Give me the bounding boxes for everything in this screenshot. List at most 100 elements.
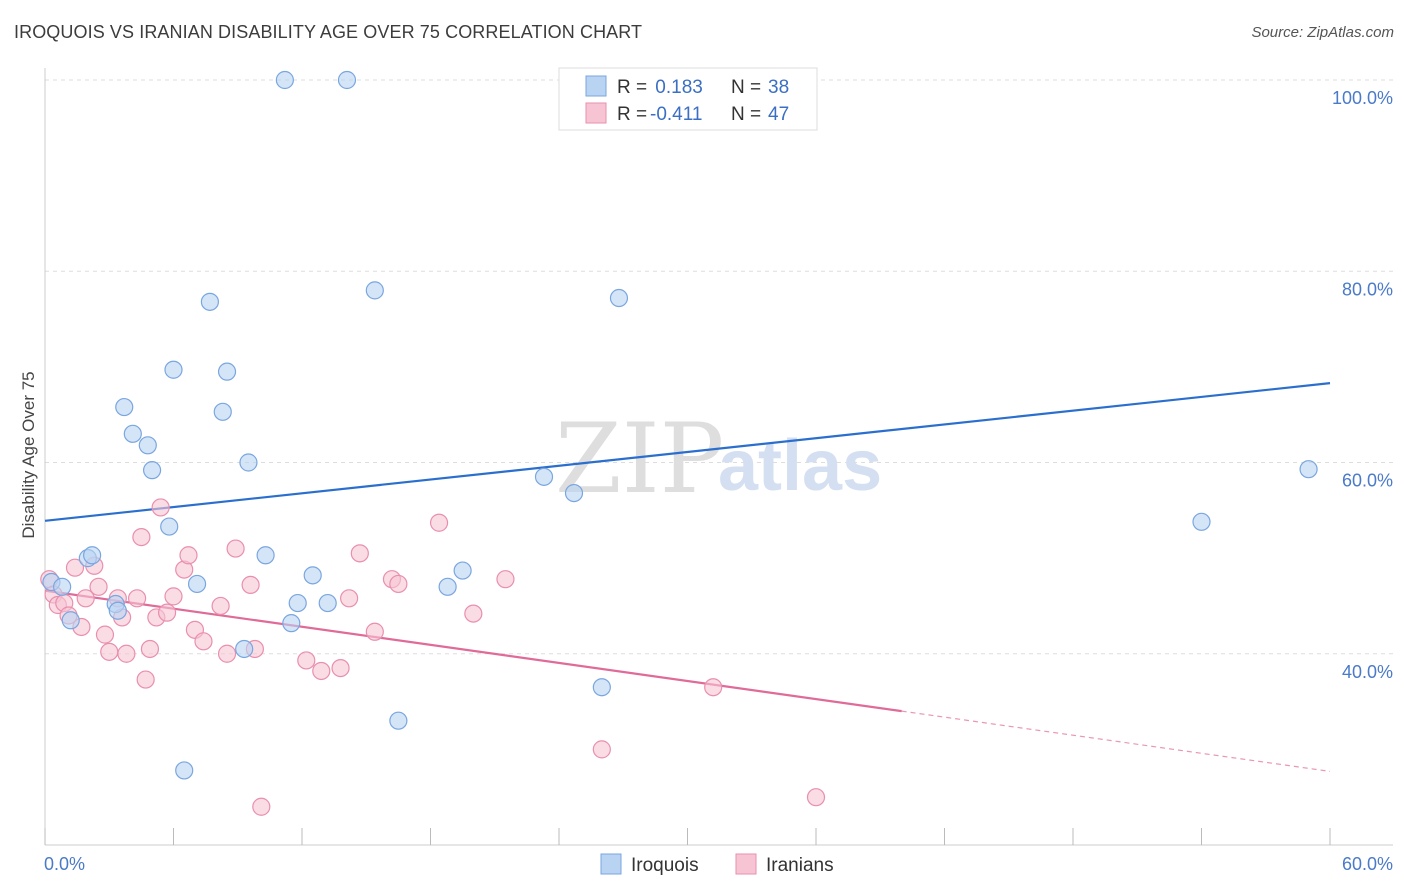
legend-swatch-iroquois: [585, 75, 607, 97]
point-iroquois-7: [115, 397, 134, 417]
point-iroquois-19: [239, 453, 258, 472]
legend-n-value-iroquois: 38: [768, 77, 789, 98]
legend-n-label-iroquois: N =: [731, 77, 761, 98]
legend-r-value-iroquois: 0.183: [650, 77, 703, 98]
point-iroquois-22: [282, 614, 301, 633]
point-iranians-32: [252, 797, 271, 816]
point-iroquois-28: [389, 711, 408, 730]
point-iroquois-26: [337, 70, 357, 90]
point-iranians-34: [312, 661, 331, 681]
point-iroquois-6: [108, 601, 127, 620]
point-iroquois-25: [318, 593, 337, 613]
y-tick-label-60: 60.0%: [1342, 471, 1393, 491]
point-iranians-35: [331, 658, 350, 678]
point-iranians-36: [340, 589, 359, 608]
legend-swatch-iranians: [585, 102, 607, 124]
point-iranians-20: [151, 498, 170, 517]
point-iranians-15: [127, 589, 147, 608]
y-tick-label-40: 40.0%: [1342, 662, 1393, 682]
point-iroquois-2: [61, 611, 80, 630]
y-tick-label-80: 80.0%: [1342, 279, 1393, 299]
legend-n-value-iranians: 47: [768, 104, 789, 125]
point-iroquois-36: [1192, 512, 1211, 531]
point-iranians-46: [806, 788, 826, 807]
bottom-legend-swatch-iroquois: [600, 853, 622, 875]
axes: 40.0% 60.0% 80.0% 100.0%: [44, 68, 1393, 846]
point-iroquois-18: [235, 639, 254, 659]
point-iranians-27: [211, 596, 230, 616]
point-iranians-33: [297, 651, 316, 670]
point-iroquois-37: [1299, 460, 1318, 479]
point-iranians-37: [350, 544, 369, 563]
point-iroquois-16: [213, 402, 232, 421]
point-iranians-42: [464, 604, 483, 623]
point-iroquois-11: [160, 517, 179, 536]
point-iranians-41: [429, 513, 449, 532]
point-iranians-9: [89, 577, 108, 596]
point-iroquois-21: [275, 70, 294, 90]
source-label: Source: ZipAtlas.com: [1251, 24, 1394, 41]
point-iranians-44: [592, 740, 611, 759]
legend-r-label-iroquois: R =: [617, 77, 647, 98]
y-axis-label: Disability Age Over 75: [19, 371, 38, 538]
point-iroquois-13: [175, 761, 194, 780]
point-iranians-26: [194, 632, 213, 651]
trend-line-iroquois: [44, 382, 1331, 522]
point-iranians-18: [140, 639, 160, 659]
legend: R = 0.183 N = 38 R = -0.411 N = 47: [558, 67, 818, 131]
point-iranians-14: [117, 644, 136, 663]
legend-r-label-iranians: R =: [617, 104, 647, 125]
point-iranians-22: [164, 587, 183, 606]
bottom-legend-label-iroquois: Iroquois: [631, 855, 699, 876]
point-iranians-28: [217, 644, 237, 663]
watermark-atlas: atlas: [718, 426, 882, 506]
point-iranians-21: [157, 603, 177, 622]
point-iranians-29: [226, 539, 245, 558]
chart-title: IROQUOIS VS IRANIAN DISABILITY AGE OVER …: [14, 22, 643, 42]
point-iroquois-32: [564, 484, 584, 503]
point-iroquois-4: [83, 546, 102, 565]
point-iroquois-20: [256, 546, 275, 565]
point-iranians-16: [132, 527, 151, 547]
point-iranians-24: [179, 546, 198, 565]
trend-line-iranians-extension: [901, 710, 1331, 772]
point-iroquois-27: [365, 281, 384, 300]
x-tick-label-min: 0.0%: [44, 854, 85, 874]
point-iranians-43: [496, 570, 515, 589]
point-iranians-7: [76, 589, 95, 608]
point-iroquois-1: [53, 577, 72, 596]
grid: [45, 79, 1393, 655]
watermark: ZIP atlas: [555, 403, 882, 515]
legend-n-label-iranians: N =: [731, 104, 761, 125]
bottom-legend: Iroquois Iranians: [600, 853, 834, 876]
y-tick-label-100: 100.0%: [1332, 88, 1393, 108]
point-iranians-10: [95, 625, 115, 644]
point-iranians-5: [65, 558, 85, 577]
point-iranians-40: [389, 574, 408, 594]
x-tick-label-max: 60.0%: [1342, 854, 1393, 874]
point-iroquois-8: [123, 424, 142, 443]
point-iroquois-23: [288, 593, 307, 613]
bottom-legend-swatch-iranians: [735, 853, 757, 875]
point-iroquois-31: [534, 467, 554, 486]
trend-lines: [44, 382, 1331, 772]
trend-line-iranians: [44, 589, 902, 713]
point-iranians-30: [241, 575, 260, 595]
watermark-zip: ZIP: [555, 403, 724, 515]
legend-r-value-iranians: -0.411: [650, 104, 702, 125]
point-iroquois-29: [438, 577, 457, 596]
bottom-legend-label-iranians: Iranians: [766, 855, 834, 876]
point-iroquois-33: [592, 678, 611, 697]
point-iranians-45: [704, 678, 723, 697]
point-iroquois-34: [609, 288, 629, 308]
point-iranians-11: [100, 642, 119, 661]
point-iroquois-30: [453, 561, 472, 580]
point-iroquois-10: [142, 461, 162, 480]
point-iroquois-12: [164, 360, 183, 379]
point-iroquois-15: [200, 292, 220, 311]
point-iroquois-24: [303, 566, 322, 585]
point-iroquois-9: [138, 436, 157, 455]
point-iroquois-14: [187, 574, 207, 594]
point-iroquois-17: [217, 362, 237, 381]
